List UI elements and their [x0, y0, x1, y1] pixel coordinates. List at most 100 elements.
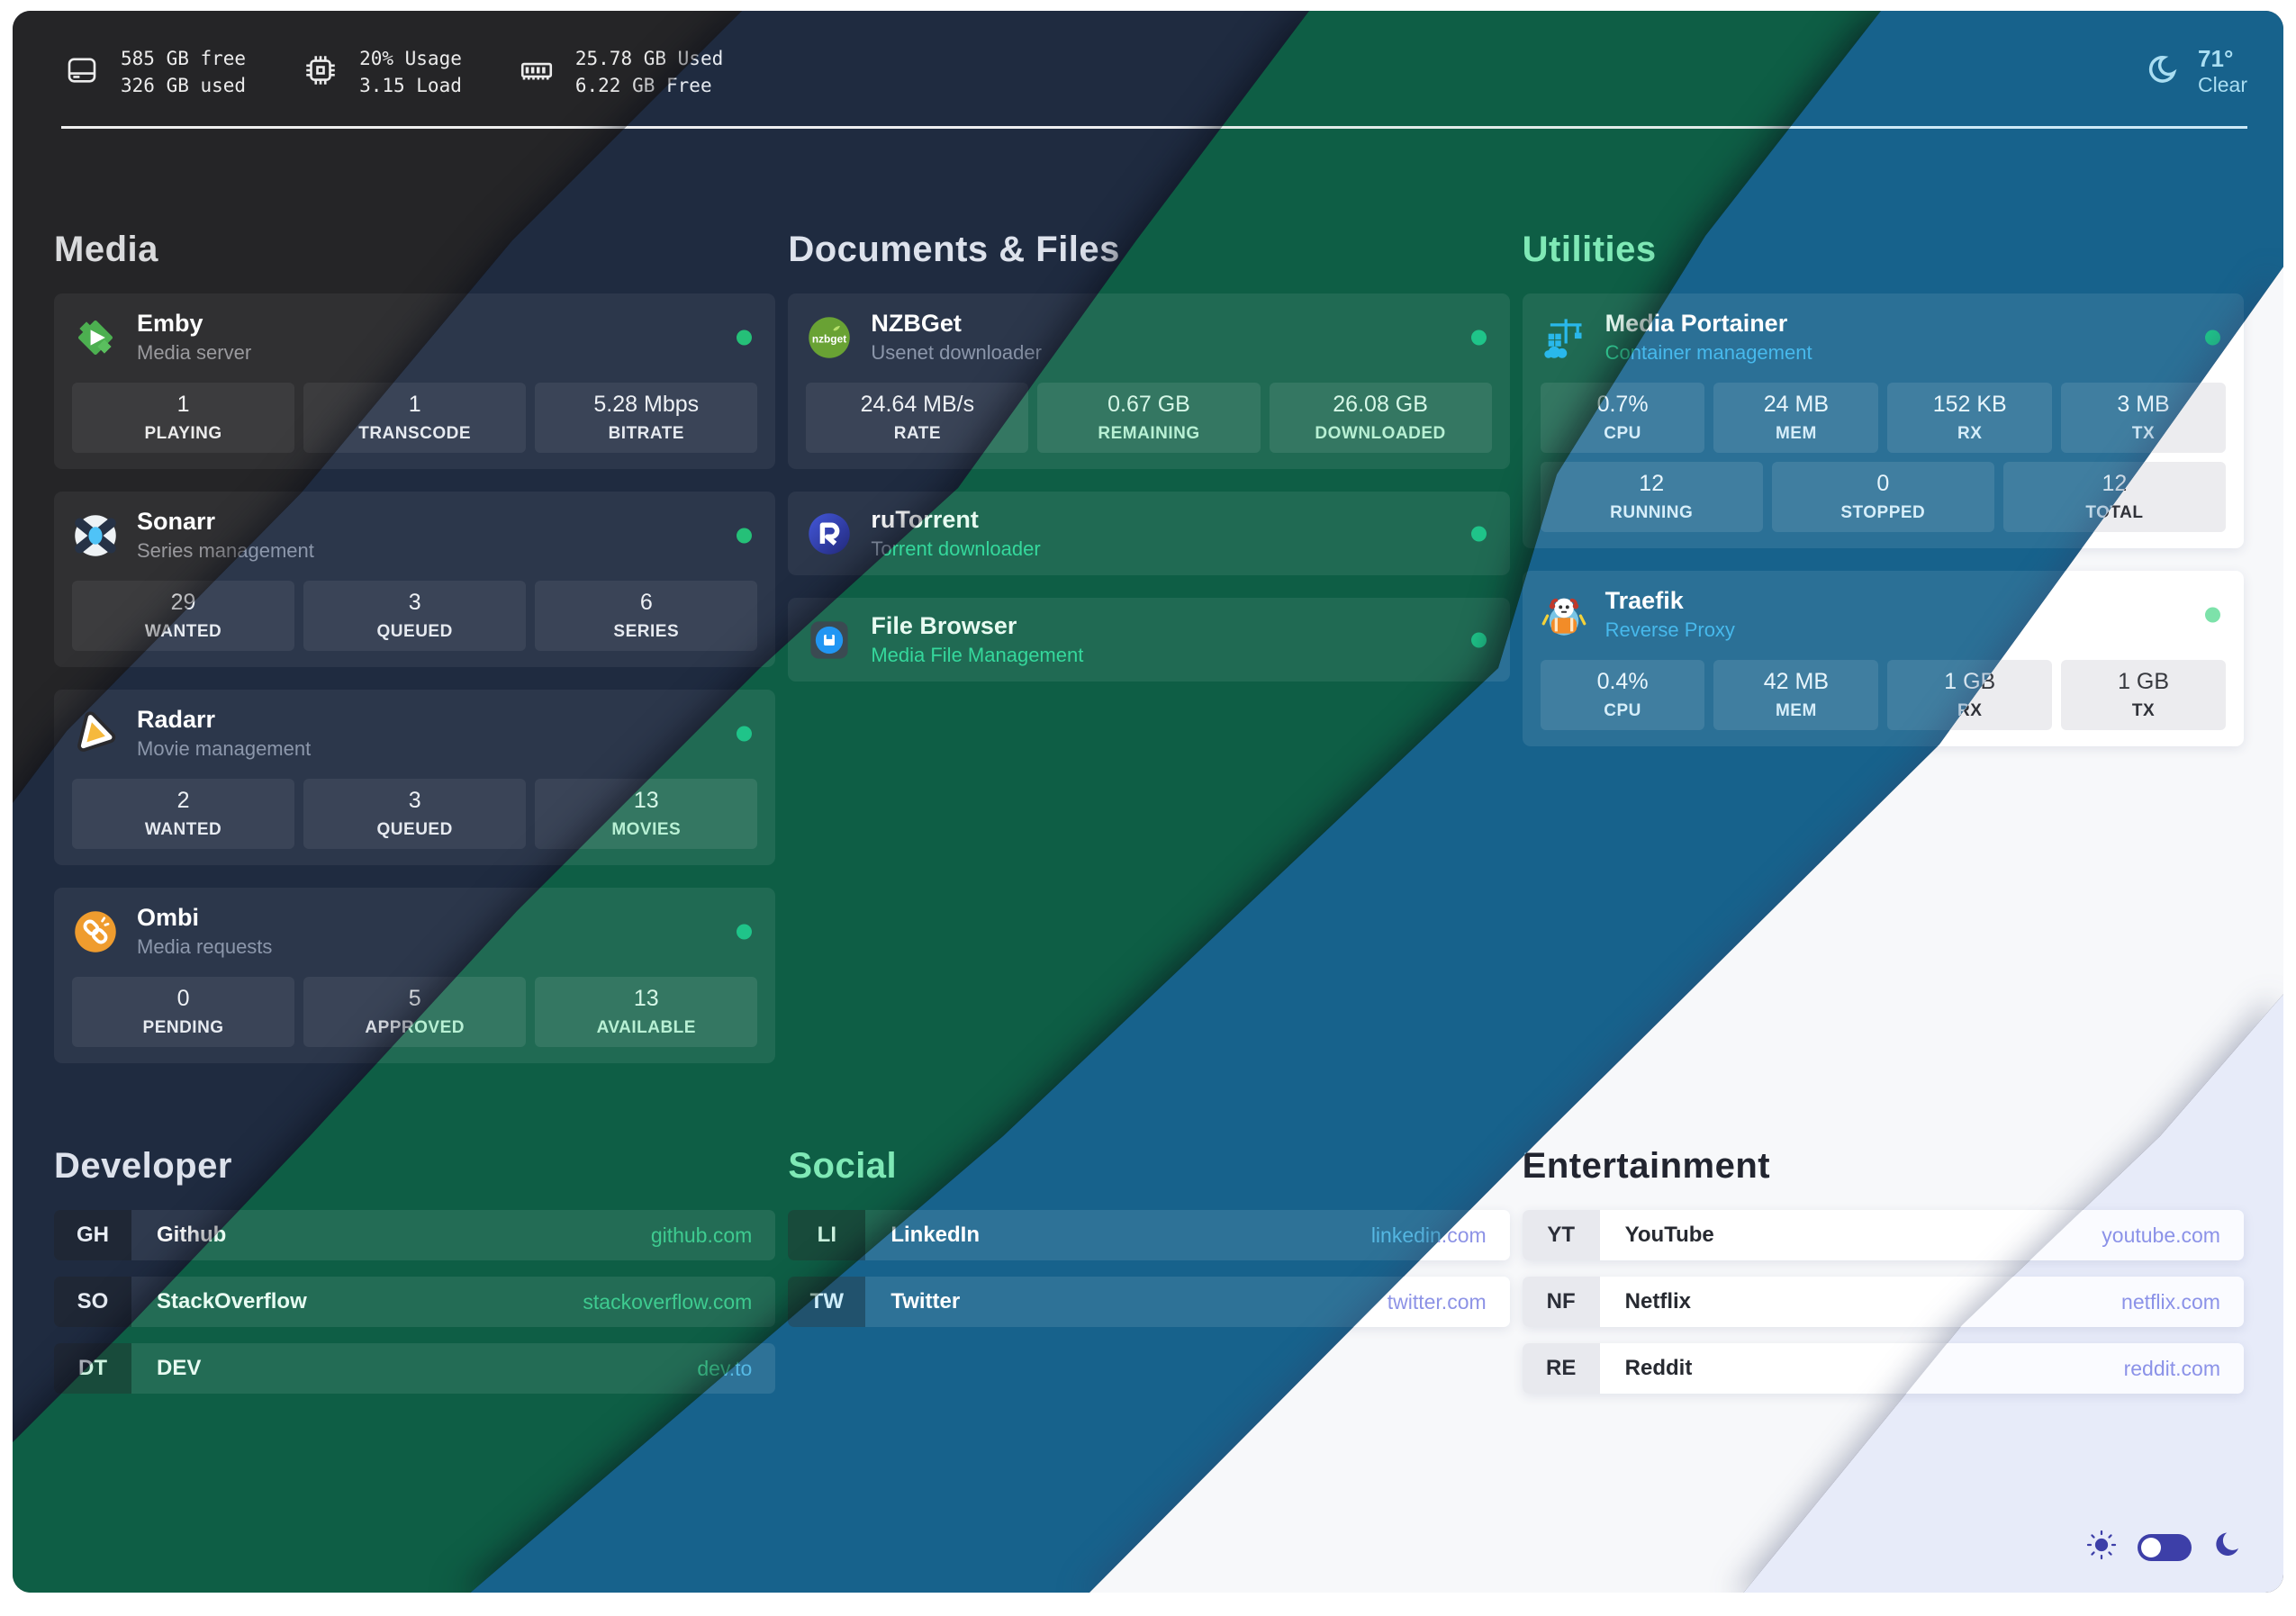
- stat-value: 1: [408, 392, 421, 417]
- stat-label: TOTAL: [2085, 503, 2144, 522]
- service-card-rutorrent[interactable]: ruTorrent Torrent downloader: [788, 492, 1509, 575]
- stat-value: 1 GB: [2118, 669, 2170, 694]
- ram-free: 6.22 GB Free: [574, 75, 712, 96]
- stat-label: MOVIES: [611, 820, 682, 839]
- status-online-dot: [2204, 607, 2220, 622]
- app-subtitle: Media File Management: [871, 644, 1084, 666]
- app-subtitle: Movie management: [137, 737, 312, 760]
- nzbget-icon: nzbget: [806, 314, 853, 361]
- service-card-nzbget[interactable]: nzbget NZBGet Usenet downloader 24.64 MB…: [788, 293, 1509, 469]
- header-divider: [61, 126, 1309, 129]
- stat-value: 3: [408, 590, 421, 615]
- service-card-ombi[interactable]: Ombi Media requests 0 PENDING 5 APPROVED 1…: [54, 888, 775, 1063]
- stat-label: MOVIES: [611, 820, 682, 839]
- link-url: dev.to: [697, 1356, 753, 1380]
- stat-label: WANTED: [144, 622, 222, 641]
- stat-block: 3 MB TX: [2061, 383, 2226, 453]
- app-name: Sonarr: [137, 508, 216, 535]
- link-stackoverflow[interactable]: SO StackOverflow stackoverflow.com: [54, 1277, 775, 1327]
- weather-widget: 71° Clear: [2144, 45, 2247, 97]
- link-abbr: LI: [788, 1210, 865, 1260]
- stat-value: 24 MB: [1763, 392, 1830, 417]
- link-name: DEV: [157, 1356, 202, 1380]
- sonarr-icon: [72, 512, 119, 559]
- service-card-sonarr[interactable]: Sonarr Series management 29 WANTED 3 QUEUE…: [54, 492, 775, 667]
- link-twitter[interactable]: TW Twitter twitter.com: [788, 1277, 1509, 1327]
- section-developer: Developer GH Github github.com SO StackO…: [54, 1146, 775, 1410]
- stat-block: 0.67 GB REMAINING: [1037, 383, 1261, 453]
- link-name: YouTube: [1624, 1223, 1714, 1247]
- app-subtitle: Container management: [1604, 341, 1812, 364]
- stat-label: CPU: [1604, 701, 1641, 720]
- section-title: Developer: [54, 1146, 232, 1186]
- stat-label: WANTED: [144, 820, 222, 839]
- stat-value: 26.08 GB: [1333, 392, 1428, 417]
- service-card-portainer[interactable]: Media Portainer Container management 0.7…: [1523, 293, 2244, 548]
- link-netflix[interactable]: NF Netflix netflix.com: [1523, 1277, 2244, 1327]
- stat-value: 24.64 MB/s: [860, 392, 975, 417]
- stat-label: STOPPED: [1840, 503, 1926, 522]
- link-abbr: NF: [1523, 1277, 1600, 1327]
- link-url: stackoverflow.com: [583, 1289, 753, 1314]
- link-youtube[interactable]: YT YouTube youtube.com: [1624, 1210, 2244, 1260]
- app-subtitle: Torrent downloader: [871, 537, 1041, 560]
- link-linkedin[interactable]: LI LinkedIn linkedin.com: [788, 1210, 1509, 1260]
- stat-value: 0.7%: [1596, 392, 1649, 417]
- link-name: LinkedIn: [890, 1223, 980, 1247]
- link-abbr: RE: [1523, 1343, 1600, 1394]
- status-online-dot: [737, 924, 753, 939]
- portainer-icon: [1541, 314, 1587, 361]
- stat-block: 5 APPROVED: [303, 977, 526, 1047]
- stat-value: 12: [2102, 471, 2128, 496]
- radarr-icon: [72, 710, 119, 757]
- stat-value: 0: [1876, 471, 1890, 496]
- cpu-percent: 20% Usage: [359, 48, 462, 69]
- stat-label: DOWNLOADED: [1315, 424, 1446, 443]
- stat-label: REMAINING: [1098, 424, 1200, 443]
- stat-label: RATE: [893, 424, 942, 443]
- stat-value: 152 KB: [1932, 392, 2007, 417]
- link-github[interactable]: GH Github github.com: [54, 1210, 775, 1260]
- status-online-dot: [1470, 632, 1487, 647]
- link-name: Github: [157, 1223, 227, 1247]
- stat-block: 152 KB RX: [1887, 383, 2053, 453]
- stat-block: 0 PENDING: [72, 977, 294, 1047]
- section-title: Documents & Files: [788, 230, 1120, 269]
- stat-value: 152 KB: [1932, 392, 2007, 417]
- stat-label: CPU: [1604, 701, 1641, 720]
- app-name: NZBGet: [871, 310, 962, 337]
- emby-icon: [72, 314, 119, 361]
- stat-block: 1 GB RX: [1887, 660, 2052, 730]
- moon-icon: [2211, 1529, 2244, 1566]
- stat-block: 13 AVAILABLE: [535, 977, 757, 1047]
- cpu-icon: [302, 51, 339, 94]
- stat-value: 5.28 Mbps: [593, 392, 700, 417]
- stat-label: TX: [2131, 701, 2156, 720]
- link-dev[interactable]: DT DEV dev.to: [54, 1343, 776, 1394]
- link-dev[interactable]: DT DEV dev.to: [54, 1343, 775, 1394]
- weather-widget: 71° Clear: [2144, 45, 2247, 97]
- stat-label: PLAYING: [144, 424, 222, 443]
- service-card-emby[interactable]: Emby Media server 1 PLAYING 1 TRANSCODE 5.…: [54, 293, 775, 469]
- link-abbr: SO: [54, 1277, 131, 1327]
- status-online-dot: [1471, 526, 1487, 541]
- app-subtitle: Usenet downloader: [871, 341, 1042, 364]
- app-name: Sonarr: [137, 508, 216, 535]
- status-online-dot: [1470, 526, 1487, 541]
- link-abbr: LI: [788, 1210, 866, 1260]
- link-name: Twitter: [890, 1289, 961, 1314]
- cpu-usage: 20% Usage 3.15 Load: [302, 45, 462, 99]
- link-reddit[interactable]: RE Reddit reddit.com: [1523, 1343, 2244, 1394]
- service-card-filebrowser[interactable]: File Browser Media File Management: [788, 598, 1510, 682]
- service-card-traefik[interactable]: Traefik Reverse Proxy 0.4% CPU 42 MB MEM 1…: [1523, 571, 2244, 746]
- link-url: stackoverflow.com: [583, 1289, 753, 1314]
- service-card-filebrowser[interactable]: File Browser Media File Management: [788, 598, 1509, 682]
- theme-toggle[interactable]: [2138, 1533, 2192, 1561]
- stat-block: 3 QUEUED: [303, 779, 526, 849]
- rutorrent-icon: [806, 510, 853, 557]
- stat-block: 0 STOPPED: [1771, 462, 1994, 532]
- dashboard-screen: 585 GB free 326 GB used 20% Usage 3.15 Loa…: [13, 11, 2283, 1593]
- stat-label: PENDING: [142, 1018, 224, 1037]
- cpu-usage: 20% Usage 3.15 Load: [302, 45, 462, 99]
